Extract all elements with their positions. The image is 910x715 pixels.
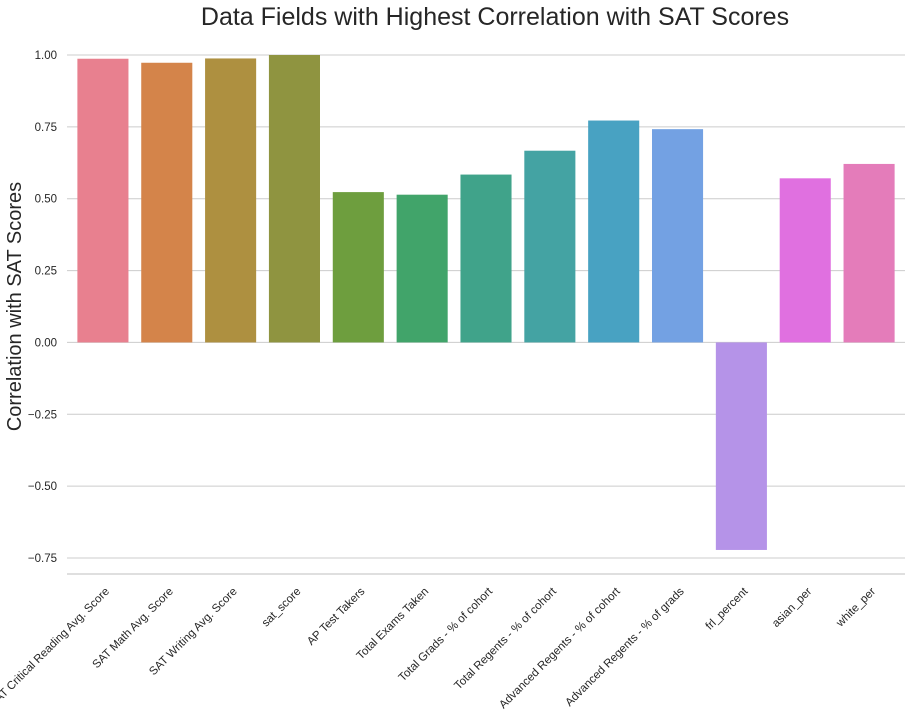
y-tick-label: −0.50: [28, 481, 57, 493]
x-tick-label: white_per: [834, 586, 879, 631]
bar: [205, 58, 257, 343]
chart-title: Data Fields with Highest Correlation wit…: [201, 3, 789, 31]
bar: [332, 192, 384, 343]
x-tick-label: Advanced Regents - % of cohort: [497, 585, 623, 710]
x-tick-label: Total Regents - % of cohort: [452, 585, 559, 692]
bar: [524, 150, 576, 343]
x-tick-label: sat_score: [260, 586, 304, 630]
bar: [843, 163, 895, 343]
y-tick-label: 0.00: [35, 337, 57, 349]
bar: [652, 129, 704, 343]
bar: [588, 120, 640, 343]
bar: [141, 62, 193, 343]
y-tick-label: 0.25: [35, 266, 57, 278]
x-tick-label: SAT Critical Reading Avg. Score: [0, 586, 112, 710]
bar: [715, 342, 767, 550]
y-tick-label: 1.00: [35, 50, 57, 62]
y-axis-label: Correlation with SAT Scores: [4, 182, 26, 431]
y-tick-label: 0.75: [35, 122, 57, 134]
y-tick-label: −0.25: [28, 409, 57, 421]
bar: [77, 58, 129, 343]
y-tick-label: −0.75: [28, 553, 57, 565]
x-tick-label: frl_percent: [704, 585, 751, 632]
x-tick-label: Advanced Regents - % of grads: [563, 585, 686, 708]
bar: [779, 178, 831, 343]
x-tick-label: AP Test Takers: [305, 585, 367, 647]
x-tick-label: Total Exams Taken: [355, 586, 432, 663]
bars: [77, 55, 895, 550]
y-tick-label: 0.50: [35, 194, 57, 206]
x-tick-label: asian_per: [770, 586, 814, 630]
bar: [268, 55, 320, 343]
bar: [460, 174, 512, 343]
bar: [396, 194, 448, 343]
y-tick-labels: −0.75 −0.50 −0.25 0.00 0.25 0.50 0.75 1.00: [28, 50, 57, 565]
